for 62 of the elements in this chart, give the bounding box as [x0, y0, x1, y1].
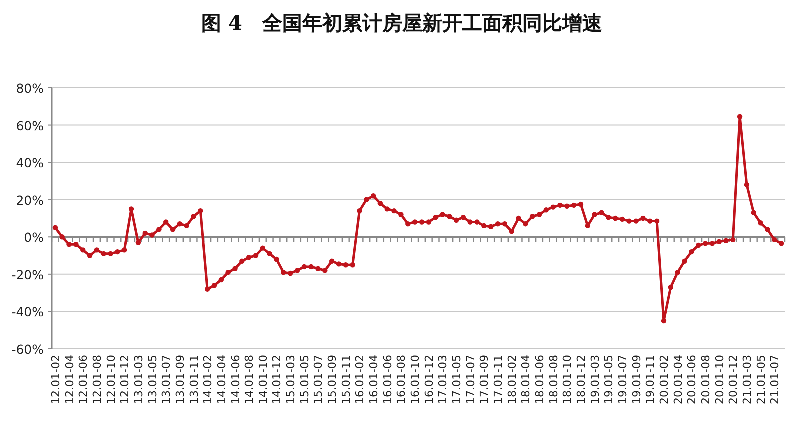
x-tick-label: 19.01-11 — [644, 355, 658, 404]
x-tick-label: 19.01-05 — [602, 355, 616, 404]
x-tick-label: 16.01-10 — [409, 355, 422, 404]
x-tick-label: 18.01-06 — [534, 355, 547, 404]
y-tick-label: -40% — [12, 304, 44, 320]
x-tick-label: 17.01-09 — [478, 355, 492, 404]
x-tick-label: 12.01-02 — [49, 355, 62, 404]
x-tick-label: 15.01-11 — [340, 355, 353, 404]
x-tick-label: 18.01-12 — [575, 355, 588, 404]
x-tick-label: 17.01-11 — [492, 355, 506, 404]
x-tick-label: 14.01-02 — [202, 355, 215, 404]
x-tick-label: 19.01-09 — [630, 355, 644, 404]
x-tick-label: 14.01-04 — [215, 355, 228, 404]
x-tick-label: 20.01-10 — [713, 355, 726, 404]
x-tick-label: 12.01-04 — [63, 355, 76, 404]
x-tick-label: 17.01-05 — [450, 355, 464, 404]
x-tick-label: 15.01-09 — [326, 355, 340, 404]
x-tick-label: 12.01-06 — [77, 355, 90, 404]
x-tick-label: 13.01-03 — [132, 355, 146, 404]
x-tick-label: 17.01-07 — [464, 355, 478, 404]
x-tick-label: 20.01-12 — [727, 355, 740, 404]
x-tick-label: 17.01-03 — [436, 355, 450, 404]
x-tick-label: 13.01-07 — [160, 355, 174, 404]
x-tick-label: 21.01-05 — [754, 355, 768, 404]
x-tick-label: 16.01-12 — [422, 355, 436, 404]
y-tick-label: 60% — [16, 118, 44, 134]
x-tick-label: 18.01-04 — [520, 355, 533, 404]
x-tick-label: 18.01-10 — [561, 355, 574, 404]
x-tick-label: 20.01-08 — [699, 355, 712, 404]
y-tick-label: 0% — [24, 230, 44, 246]
y-tick-label: 40% — [16, 156, 44, 171]
x-tick-label: 14.01-10 — [256, 355, 270, 404]
x-tick-label: 12.01-08 — [90, 355, 104, 404]
x-tick-label: 18.01-02 — [506, 355, 519, 404]
x-tick-label: 14.01-06 — [229, 355, 242, 404]
x-tick-label: 16.01-04 — [368, 355, 381, 404]
x-tick-label: 14.01-08 — [243, 355, 256, 404]
x-tick-label: 16.01-08 — [395, 355, 408, 404]
y-tick-label: 80% — [16, 81, 44, 96]
x-tick-label: 13.01-05 — [146, 355, 160, 404]
x-tick-label: 12.01-10 — [104, 355, 118, 404]
x-tick-label: 20.01-02 — [658, 355, 671, 404]
y-tick-label: -60% — [12, 342, 44, 357]
x-tick-label: 13.01-11 — [188, 355, 201, 404]
x-tick-label: 14.01-12 — [270, 355, 284, 404]
x-tick-label: 15.01-07 — [312, 355, 326, 404]
x-tick-label: 16.01-06 — [381, 355, 394, 404]
x-tick-label: 21.01-03 — [740, 355, 754, 404]
x-tick-label: 15.01-03 — [284, 355, 298, 404]
y-tick-label: 20% — [16, 192, 44, 208]
x-tick-label: 16.01-02 — [354, 355, 367, 404]
x-tick-label: 15.01-05 — [298, 355, 312, 404]
x-tick-label: 19.01-07 — [616, 355, 630, 404]
x-tick-label: 12.01-12 — [118, 355, 132, 404]
y-tick-label: -20% — [12, 267, 44, 282]
chart-title: 图 4 全国年初累计房屋新开工面积同比增速 — [202, 11, 602, 35]
x-tick-label: 19.01-03 — [588, 355, 602, 404]
x-tick-label: 20.01-04 — [672, 355, 685, 404]
x-tick-label: 20.01-06 — [686, 355, 699, 404]
x-tick-label: 18.01-08 — [547, 355, 560, 404]
x-tick-label: 13.01-09 — [174, 355, 187, 404]
x-tick-label: 21.01-07 — [768, 355, 782, 404]
